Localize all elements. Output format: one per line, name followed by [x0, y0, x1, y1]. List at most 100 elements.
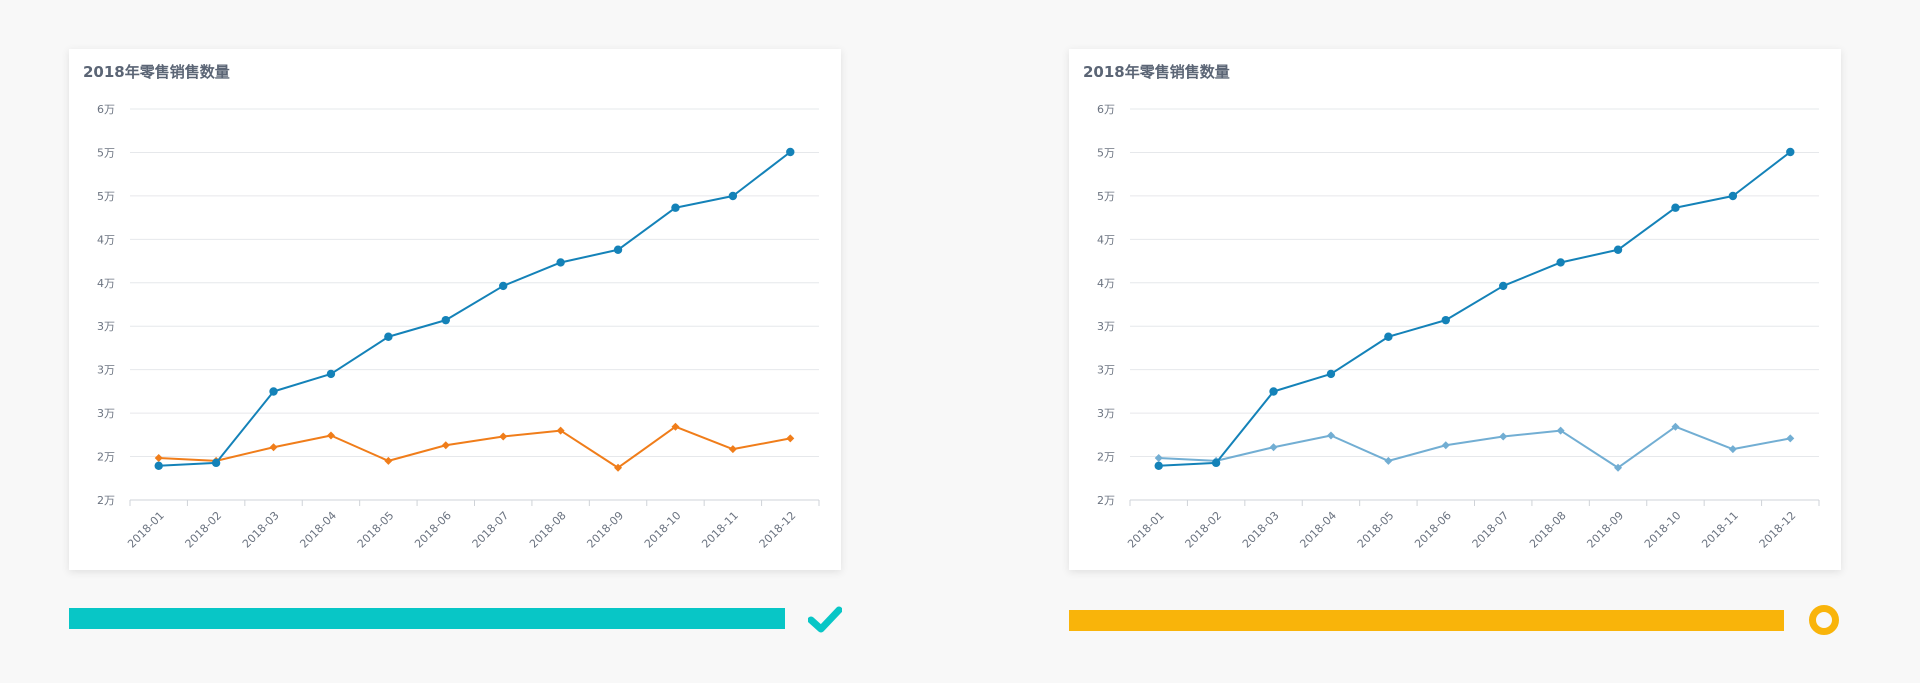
y-tick-label: 5万: [97, 146, 115, 159]
x-tick-label: 2018-06: [412, 509, 454, 551]
data-point: [1671, 422, 1680, 431]
series-line: [1158, 151, 1791, 467]
data-point: [1556, 426, 1565, 435]
y-tick-label: 2万: [97, 451, 115, 464]
chart-card-left: 2018年零售销售数量 2万 2万 3万 3万 3万 4万 4万 5万 5万 6万 2018-01 2…: [69, 49, 841, 570]
data-point: [269, 387, 278, 396]
data-point: [1499, 432, 1508, 441]
data-point: [728, 445, 737, 454]
y-tick-label: 3万: [97, 320, 115, 333]
x-tick-label: 2018-07: [1470, 509, 1512, 551]
check-icon: [808, 606, 842, 633]
data-point: [326, 369, 336, 379]
data-point: [1786, 147, 1795, 157]
data-point: [613, 245, 623, 254]
data-point: [154, 461, 163, 470]
data-point: [1499, 281, 1508, 291]
data-point: [1211, 458, 1221, 468]
data-point: [1441, 315, 1450, 325]
x-tick-label: 2018-02: [183, 509, 225, 551]
y-tick-label: 4万: [97, 277, 115, 290]
data-point: [1786, 434, 1795, 443]
y-tick-label: 4万: [97, 233, 115, 246]
data-point: [269, 443, 278, 452]
data-point: [441, 441, 450, 450]
data-point: [441, 315, 450, 325]
x-tick-label: 2018-09: [1584, 509, 1626, 551]
x-tick-label: 2018-04: [297, 509, 339, 551]
data-point: [671, 422, 680, 431]
x-tick-label: 2018-08: [1527, 509, 1569, 551]
data-point: [1556, 258, 1565, 267]
y-tick-label: 2万: [1097, 494, 1115, 507]
data-point: [556, 426, 565, 435]
data-point: [384, 332, 393, 341]
series-line: [1158, 425, 1791, 469]
ring-icon: [1809, 605, 1839, 635]
y-tick-label: 5万: [1097, 146, 1115, 159]
data-point: [1269, 443, 1278, 452]
x-tick-label: 2018-12: [757, 509, 799, 551]
x-tick-label: 2018-05: [1355, 509, 1397, 551]
data-point: [326, 431, 335, 440]
data-point: [384, 456, 393, 465]
y-tick-label: 5万: [1097, 190, 1115, 203]
status-bar-pending: [1069, 610, 1784, 631]
data-point: [1384, 332, 1393, 341]
x-tick-label: 2018-04: [1297, 509, 1339, 551]
data-point: [211, 458, 221, 468]
chart-card-right: 2018年零售销售数量 2万 2万 3万 3万 3万 4万 4万 5万 5万 6万 2018-01 2…: [1069, 49, 1841, 570]
chart-title: 2018年零售销售数量: [83, 63, 230, 81]
x-tick-label: 2018-06: [1412, 509, 1454, 551]
x-tick-label: 2018-03: [240, 509, 282, 551]
y-tick-label: 3万: [1097, 364, 1115, 377]
y-tick-label: 5万: [97, 190, 115, 203]
x-tick-label: 2018-07: [470, 509, 512, 551]
data-point: [499, 432, 508, 441]
chart-title: 2018年零售销售数量: [1083, 63, 1230, 81]
x-tick-label: 2018-03: [1240, 509, 1282, 551]
x-tick-label: 2018-10: [642, 509, 684, 551]
x-tick-label: 2018-09: [584, 509, 626, 551]
data-point: [614, 463, 623, 472]
y-tick-label: 6万: [97, 103, 115, 116]
series-line: [158, 425, 791, 469]
data-point: [1613, 245, 1623, 254]
data-point: [1441, 441, 1450, 450]
data-point: [499, 281, 508, 291]
x-tick-label: 2018-12: [1757, 509, 1799, 551]
data-point: [786, 434, 795, 443]
data-point: [154, 453, 163, 462]
y-tick-label: 3万: [1097, 407, 1115, 420]
x-tick-label: 2018-02: [1183, 509, 1225, 551]
series-line: [158, 151, 791, 467]
data-point: [1384, 456, 1393, 465]
y-tick-label: 4万: [1097, 277, 1115, 290]
data-point: [1671, 203, 1680, 212]
x-tick-label: 2018-11: [699, 509, 741, 551]
y-tick-label: 2万: [97, 494, 115, 507]
data-point: [728, 191, 738, 201]
data-point: [1728, 191, 1738, 201]
data-point: [671, 203, 680, 212]
x-tick-label: 2018-01: [1125, 509, 1167, 551]
data-point: [1269, 387, 1278, 396]
data-point: [1614, 463, 1623, 472]
line-chart: 2万 2万 3万 3万 3万 4万 4万 5万 5万 6万 2018-01 2018-02 2018-0…: [97, 103, 820, 551]
y-tick-label: 2万: [1097, 451, 1115, 464]
x-tick-label: 2018-08: [527, 509, 569, 551]
status-bar-correct: [69, 608, 785, 629]
data-point: [786, 147, 795, 157]
y-tick-label: 6万: [1097, 103, 1115, 116]
y-tick-label: 3万: [1097, 320, 1115, 333]
data-point: [1728, 445, 1737, 454]
data-point: [1326, 369, 1336, 379]
data-point: [1326, 431, 1335, 440]
data-point: [556, 258, 565, 267]
x-tick-label: 2018-11: [1699, 509, 1741, 551]
x-tick-label: 2018-01: [125, 509, 167, 551]
data-point: [1154, 461, 1163, 470]
y-tick-label: 3万: [97, 364, 115, 377]
y-tick-label: 3万: [97, 407, 115, 420]
y-tick-label: 4万: [1097, 233, 1115, 246]
